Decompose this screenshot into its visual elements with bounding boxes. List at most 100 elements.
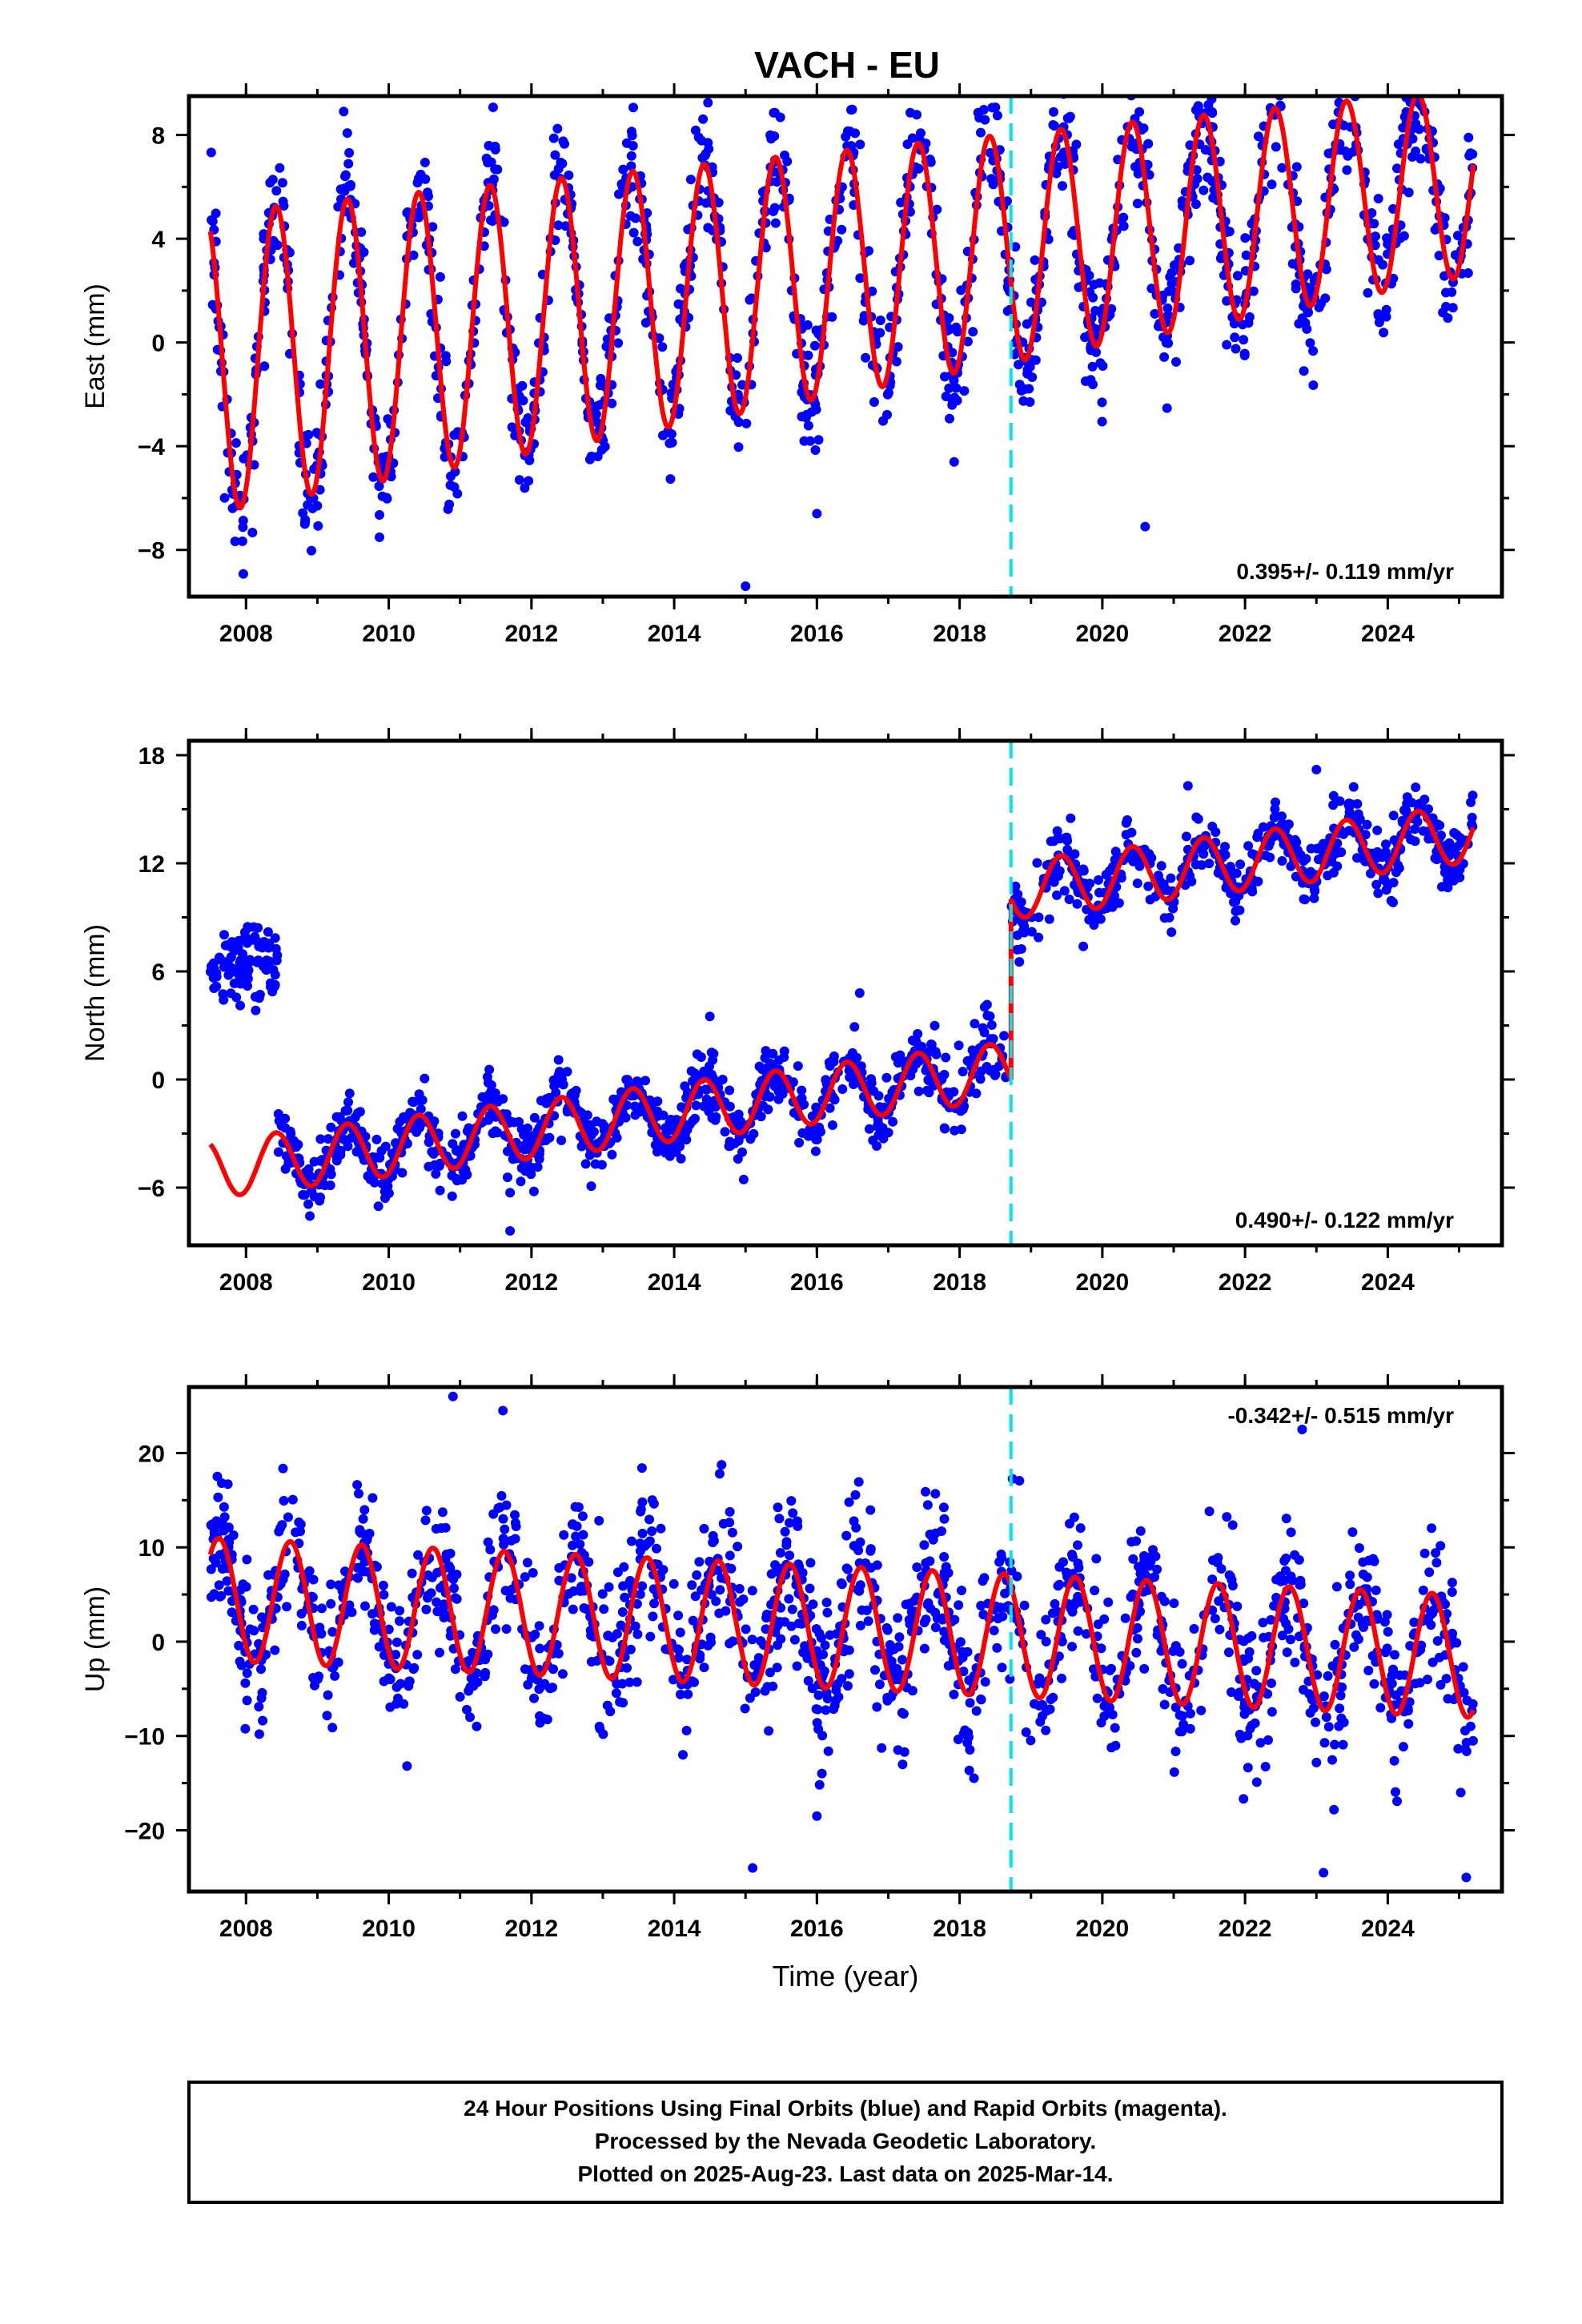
data-point: [579, 1603, 589, 1613]
x-tick-label: 2008: [219, 621, 273, 647]
data-point: [1441, 1674, 1452, 1684]
data-point: [1152, 1630, 1162, 1640]
data-point: [1372, 1613, 1383, 1622]
data-point: [1461, 1746, 1472, 1756]
data-point: [1392, 163, 1402, 174]
data-point: [979, 1573, 990, 1583]
data-point: [1034, 912, 1044, 923]
data-point: [693, 132, 704, 143]
data-point: [1074, 1562, 1084, 1573]
data-point: [1159, 1596, 1170, 1606]
data-point: [1132, 879, 1142, 888]
data-point: [756, 1112, 766, 1122]
data-point: [833, 235, 843, 246]
data-point: [1097, 397, 1107, 408]
data-point: [256, 1664, 266, 1675]
data-point: [437, 1507, 448, 1518]
x-tick-label: 2012: [504, 1269, 558, 1296]
data-point: [206, 1520, 216, 1530]
data-point: [1423, 804, 1433, 814]
data-point: [951, 383, 962, 393]
data-point: [1069, 1512, 1079, 1522]
data-point: [1345, 1579, 1355, 1590]
data-point: [280, 1164, 291, 1174]
data-point: [930, 1489, 941, 1499]
data-point: [769, 203, 780, 213]
data-point: [954, 1600, 964, 1610]
x-tick-label: 2018: [933, 1269, 986, 1296]
data-point: [421, 1506, 432, 1516]
data-point: [683, 1689, 693, 1699]
y-tick-label: 10: [139, 1535, 165, 1562]
data-point: [335, 1150, 346, 1160]
data-point: [1066, 813, 1076, 823]
data-point: [270, 1645, 280, 1655]
data-point: [810, 1146, 821, 1156]
data-point: [1467, 812, 1477, 822]
data-point: [296, 1609, 307, 1618]
data-point: [488, 1606, 498, 1616]
data-point: [624, 1677, 635, 1687]
data-point: [1159, 352, 1170, 362]
data-point: [786, 1496, 797, 1506]
data-point: [1240, 233, 1251, 243]
data-point: [665, 474, 676, 485]
data-point: [1192, 174, 1203, 184]
data-point: [571, 1531, 581, 1542]
data-point: [595, 400, 605, 410]
data-point: [956, 1124, 966, 1135]
data-point: [875, 316, 885, 325]
x-tick-label: 2024: [1361, 621, 1415, 647]
data-point: [760, 1686, 770, 1696]
data-point: [386, 1602, 396, 1612]
data-point: [507, 422, 517, 432]
data-point: [780, 151, 789, 160]
data-point: [501, 1624, 512, 1634]
data-point: [811, 325, 821, 336]
data-point: [636, 1463, 647, 1474]
data-point: [772, 1663, 782, 1673]
data-point: [654, 333, 665, 344]
data-point: [962, 1738, 973, 1748]
data-point: [1423, 1675, 1432, 1685]
data-point: [560, 221, 571, 231]
data-point: [271, 186, 282, 196]
data-point: [831, 1681, 841, 1691]
data-point: [1235, 905, 1245, 915]
data-point: [936, 1072, 946, 1082]
data-point: [1349, 1642, 1359, 1652]
y-tick-label: 4: [151, 227, 165, 253]
data-point: [1360, 830, 1371, 840]
data-point: [1247, 1720, 1257, 1731]
data-point: [855, 139, 865, 150]
data-point: [725, 1141, 736, 1151]
data-point: [982, 999, 992, 1010]
data-point: [1395, 233, 1405, 243]
data-point: [855, 273, 865, 283]
data-point: [323, 1690, 333, 1700]
data-point: [1388, 897, 1398, 907]
data-point: [1224, 227, 1235, 237]
data-point: [505, 1188, 516, 1198]
data-point: [432, 1606, 443, 1617]
data-point: [691, 1100, 701, 1111]
data-point: [726, 1563, 737, 1574]
data-point: [1207, 1605, 1218, 1615]
data-point: [1439, 867, 1450, 878]
data-point: [992, 111, 1002, 121]
data-point: [296, 1620, 307, 1630]
data-point: [307, 1592, 318, 1602]
data-point: [1354, 1543, 1364, 1553]
data-point: [1133, 1634, 1142, 1644]
data-point: [1268, 60, 1278, 70]
data-point: [1165, 271, 1175, 282]
data-point: [1134, 861, 1145, 871]
data-point: [1299, 1598, 1309, 1609]
outlier-point: [1461, 1872, 1472, 1883]
data-point: [1156, 861, 1166, 871]
data-point: [976, 1601, 986, 1610]
data-point: [866, 1074, 876, 1084]
data-point: [867, 286, 877, 296]
data-point: [844, 1497, 854, 1507]
data-point: [365, 1174, 375, 1184]
